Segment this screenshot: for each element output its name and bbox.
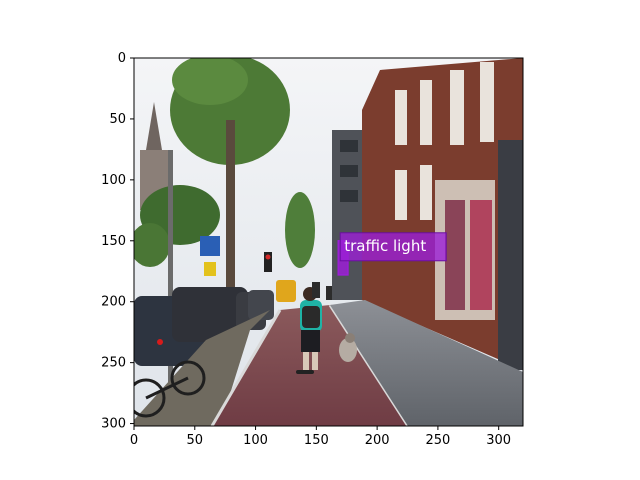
x-tick-label: 100 [243,433,268,448]
y-tick-label: 50 [109,112,126,127]
x-tick-label: 250 [425,433,450,448]
x-tick-label: 0 [130,433,138,448]
x-tick-label: 150 [304,433,329,448]
detection-overlay: traffic light [337,232,447,276]
y-tick-label: 0 [118,51,126,66]
y-tick-label: 200 [101,295,126,310]
x-tick-label: 300 [486,433,511,448]
y-axis: 0 50 100 150 200 250 300 [101,51,134,432]
detection-label-background [339,232,447,262]
y-tick-label: 250 [101,356,126,371]
x-axis: 0 50 100 150 200 250 300 [130,426,511,448]
x-tick-label: 200 [365,433,390,448]
y-tick-label: 100 [101,173,126,188]
image-frame [133,57,524,427]
detection-label: traffic light [344,237,426,255]
street-photo [134,58,523,426]
y-tick-label: 150 [101,234,126,249]
y-tick-label: 300 [101,417,126,432]
x-tick-label: 50 [187,433,204,448]
